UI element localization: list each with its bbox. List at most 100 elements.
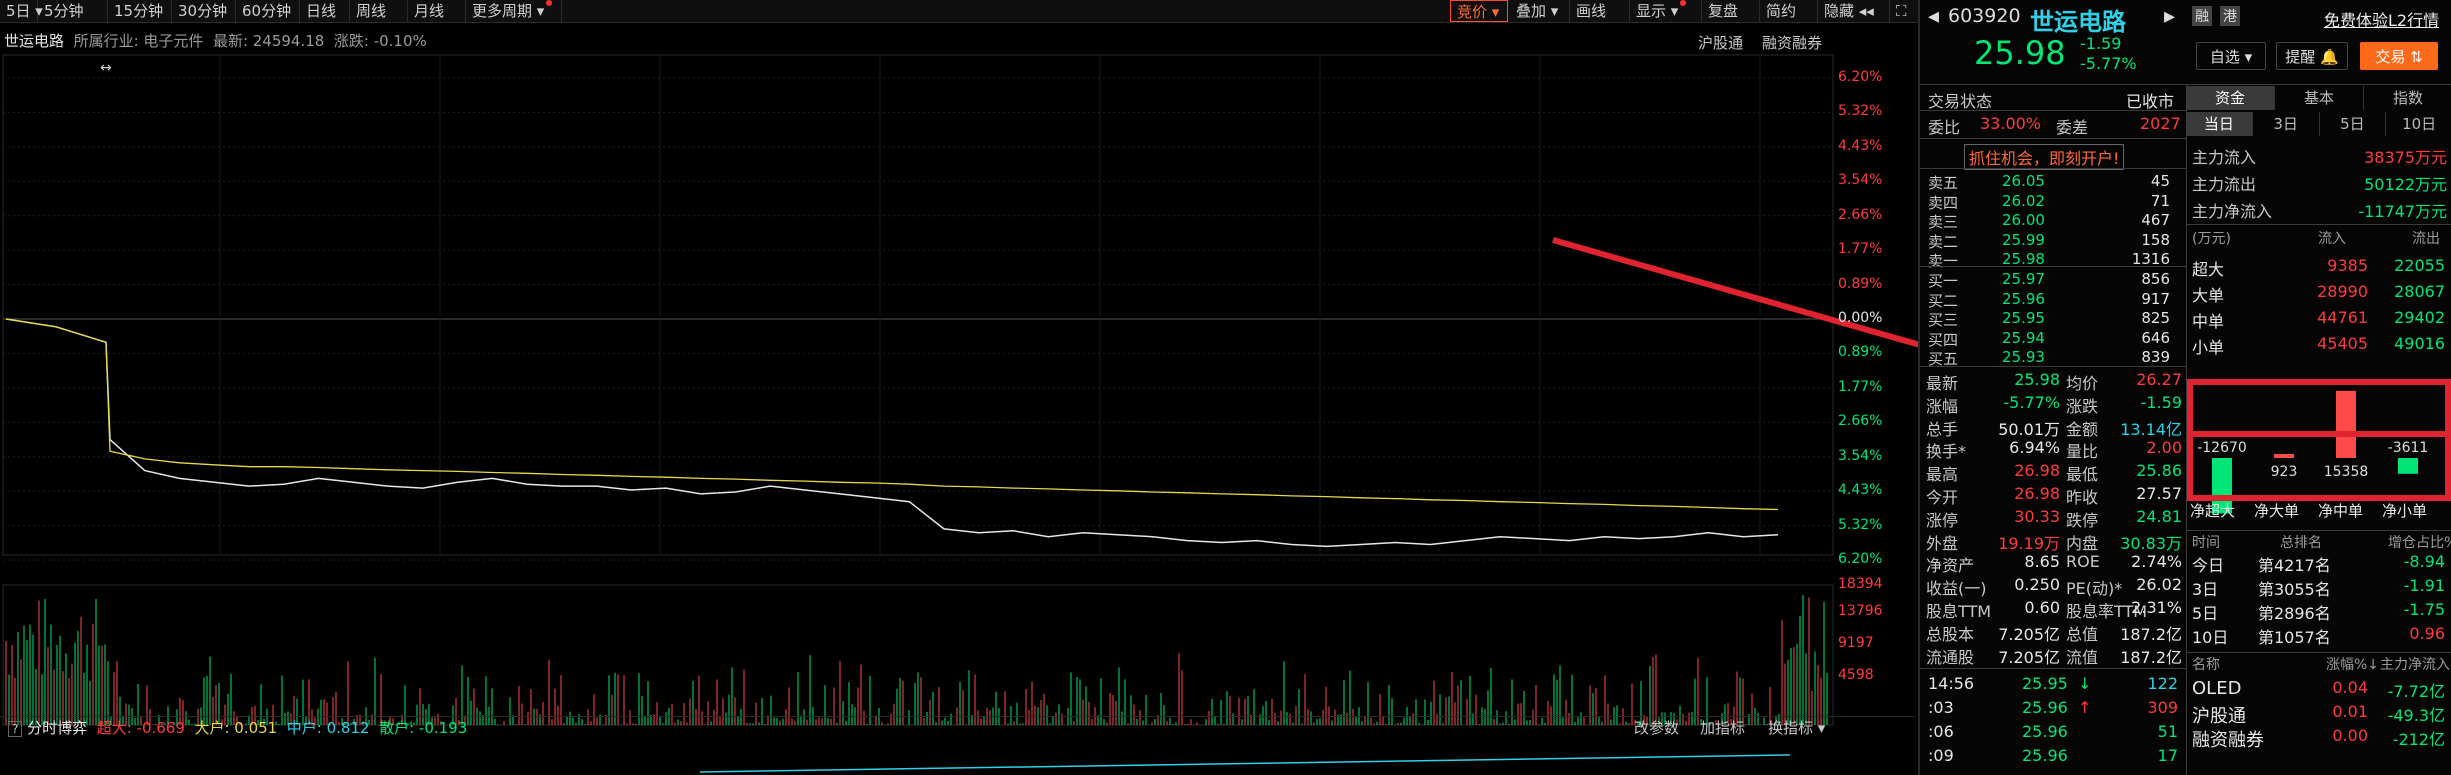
asks-label: 卖三 (1928, 213, 1959, 232)
period-5min[interactable]: 5分钟 (38, 0, 108, 22)
fund-period-tab[interactable]: 10日 (2386, 112, 2451, 136)
help-icon[interactable]: ? (8, 721, 23, 737)
asks-price[interactable]: 26.02 (2002, 191, 2045, 210)
volume-axis-label: 4598 (1838, 667, 1874, 683)
tag-margin[interactable]: 融资融券 (1762, 34, 1823, 52)
price-axis-label: 4.43% (1838, 137, 1883, 154)
fund-period-tab[interactable]: 5日 (2320, 112, 2387, 136)
tick-price: 25.96 (2022, 722, 2068, 741)
stat-label: PE(动)* (2066, 579, 2123, 599)
fund-tab[interactable]: 资金 (2186, 86, 2275, 110)
tick-time: 14:56 (1928, 674, 1975, 693)
prev-stock-icon[interactable]: ◂ (1928, 4, 1940, 29)
switch-indicator-button[interactable]: 换指标 ▾ (1768, 719, 1826, 737)
bids-volume: 646 (2141, 328, 2170, 347)
net-flow-value: 15358 (2324, 464, 2369, 480)
stat-value: 187.2亿 (2120, 647, 2182, 667)
tick-arrow-icon: ↓ (2078, 674, 2092, 693)
weibi-value: 33.00% (1980, 114, 2042, 133)
stat-label: 内盘 (2066, 533, 2099, 553)
bids-price[interactable]: 25.97 (2002, 270, 2045, 288)
stat-value: 2.74% (2131, 552, 2182, 572)
price-axis-label: 0.89% (1838, 344, 1883, 361)
asks-price[interactable]: 25.99 (2002, 230, 2045, 249)
fund-period-tab[interactable]: 3日 (2253, 112, 2320, 136)
latest-index: 最新: 24594.18 (212, 32, 325, 50)
price-axis-label: 2.66% (1838, 413, 1883, 430)
asks-price[interactable]: 25.98 (2002, 250, 2045, 269)
stat-label: 最新 (1926, 374, 1959, 393)
open-account-banner[interactable]: 抓住机会，即刻开户! (1964, 144, 2125, 170)
period-week[interactable]: 周线 (350, 0, 408, 22)
stat-label: 均价 (2066, 374, 2099, 393)
asks-price[interactable]: 26.00 (2002, 211, 2045, 230)
fund-tab[interactable]: 基本 (2275, 86, 2364, 110)
sector-flow: -7.72亿 (2387, 682, 2445, 701)
period-30min[interactable]: 30分钟 (172, 0, 236, 22)
asks-price[interactable]: 26.05 (2002, 172, 2045, 190)
trade-button[interactable]: 交易 ⇅ (2360, 42, 2438, 70)
fund-period-tab[interactable]: 当日 (2186, 112, 2253, 136)
rank-ratio: 0.96 (2409, 624, 2445, 643)
price-lines (5, 318, 1779, 548)
watchlist-button[interactable]: 自选 ▾ (2196, 42, 2266, 70)
sector-name[interactable]: OLED (2192, 678, 2242, 699)
fullscreen-icon[interactable]: ⛶ (1896, 2, 1907, 20)
tick-price: 25.96 (2022, 746, 2068, 765)
stat-label: 总股本 (1926, 624, 1975, 644)
net-flow-value: -3611 (2388, 440, 2429, 456)
period-15min[interactable]: 15分钟 (108, 0, 172, 22)
bids-price[interactable]: 25.95 (2002, 309, 2045, 328)
change-params-button[interactable]: 改参数 (1634, 719, 1680, 737)
rank-ratio: -1.75 (2403, 600, 2445, 619)
notification-dot-icon (546, 0, 553, 6)
stat-value: 24.81 (2136, 506, 2182, 526)
alert-button[interactable]: 提醒 🔔 (2276, 42, 2348, 70)
last-price: 25.98 (1974, 34, 2066, 72)
replay-button[interactable]: 复盘 (1702, 0, 1760, 22)
hide-panel-button[interactable]: 隐藏 ◂◂ (1818, 0, 1890, 22)
rank-period: 10日 (2192, 628, 2229, 647)
fund-row-label: 小单 (2192, 338, 2225, 357)
indicator-name[interactable]: 分时博弈 (27, 719, 88, 737)
display-menu[interactable]: 显示 ▾ (1630, 0, 1702, 22)
period-month[interactable]: 月线 (408, 0, 466, 22)
indicator-retail: 散户: -0.193 (379, 719, 468, 737)
draw-line-button[interactable]: 画线 (1570, 0, 1630, 22)
expand-arrows-icon[interactable]: ↔ (100, 60, 112, 76)
period-day[interactable]: 日线 (300, 0, 350, 22)
net-flow-bar (2336, 390, 2356, 458)
period-60min[interactable]: 60分钟 (236, 0, 300, 22)
price-axis-label: 4.43% (1838, 482, 1883, 499)
fund-tab[interactable]: 指数 (2364, 86, 2451, 110)
price-axis-label: 3.54% (1838, 447, 1883, 464)
add-indicator-button[interactable]: 加指标 (1700, 719, 1746, 737)
price-axis-label: 5.32% (1838, 516, 1883, 533)
indicator-large: 大户: 0.051 (194, 719, 278, 737)
overlay-menu[interactable]: 叠加 ▾ (1510, 0, 1570, 22)
fund-row-label: 超大 (2192, 260, 2225, 279)
more-periods-menu[interactable]: 更多周期 ▾ (466, 0, 562, 22)
period-5day[interactable]: 5日 ▾ (0, 0, 43, 22)
stock-code: 603920 (1948, 5, 2021, 27)
stat-label: 流值 (2066, 647, 2099, 667)
bids-price[interactable]: 25.96 (2002, 289, 2045, 308)
sector-name[interactable]: 融资融券 (2192, 730, 2264, 751)
net-flow-category: 净超大 (2190, 502, 2236, 520)
net-flow-bar (2274, 453, 2294, 458)
l2-promo-link[interactable]: 免费体验L2行情 (2324, 11, 2440, 30)
fund-out-head: 流出 (2412, 231, 2440, 247)
next-stock-icon[interactable]: ▸ (2164, 4, 2176, 29)
price-axis-label: 3.54% (1838, 172, 1883, 189)
tag-hkconnect[interactable]: 沪股通 (1698, 34, 1744, 52)
net-flow-category: 净中单 (2318, 502, 2364, 520)
volume-bars (5, 595, 1828, 725)
simple-mode-button[interactable]: 简约 (1760, 0, 1818, 22)
fund-row-in: 44761 (2317, 308, 2368, 327)
stat-value: 0.250 (2014, 575, 2060, 595)
sector-name[interactable]: 沪股通 (2192, 706, 2246, 727)
auction-menu[interactable]: 竞价 ▾ (1450, 0, 1508, 22)
bids-price[interactable]: 25.94 (2002, 328, 2045, 347)
stat-value: 26.02 (2136, 575, 2182, 595)
bids-price[interactable]: 25.93 (2002, 348, 2045, 367)
